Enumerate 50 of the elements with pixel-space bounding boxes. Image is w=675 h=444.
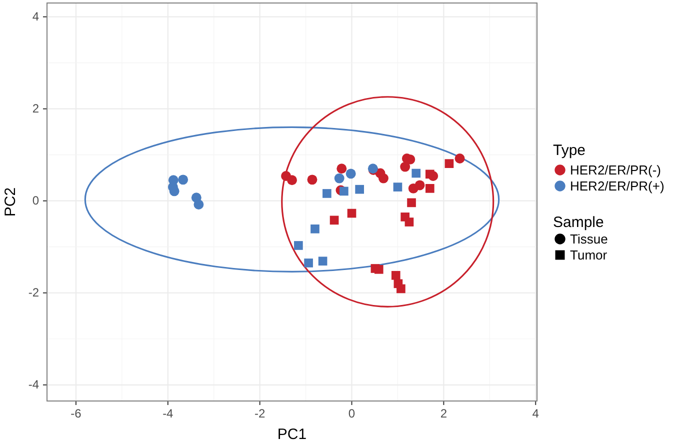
legend-label: HER2/ER/PR(-): [570, 162, 662, 178]
point: [400, 162, 410, 172]
x-tick-label: 0: [348, 406, 356, 421]
point: [412, 168, 421, 178]
point: [310, 224, 320, 234]
point: [425, 184, 434, 193]
point: [336, 164, 347, 174]
y-tick-label: -2: [28, 286, 40, 300]
point: [404, 218, 414, 226]
point: [414, 180, 425, 190]
point: [178, 174, 188, 185]
y-axis-title: PC2: [2, 187, 19, 217]
point: [307, 174, 318, 185]
legend-label: HER2/ER/PR(+): [570, 178, 664, 194]
x-tick-label: 4: [532, 406, 540, 421]
point: [340, 186, 348, 196]
y-tick-label: -4: [28, 378, 40, 392]
y-tick-label: 4: [32, 10, 40, 24]
point: [355, 184, 364, 194]
x-axis-title: PC1: [277, 426, 307, 443]
point: [378, 173, 388, 184]
point: [407, 198, 416, 208]
point: [334, 173, 344, 184]
point: [169, 186, 180, 196]
legend-title: Type: [553, 142, 586, 159]
point: [330, 216, 339, 225]
point: [322, 189, 332, 198]
point: [294, 241, 303, 250]
y-tick-label: 2: [32, 102, 40, 116]
point: [444, 159, 454, 168]
x-tick-label: -2: [254, 406, 266, 421]
point: [318, 256, 328, 266]
y-tick-label: 0: [32, 194, 40, 208]
x-tick-label: -4: [162, 406, 174, 421]
point: [347, 208, 356, 218]
point: [287, 175, 297, 186]
text: Tumor: [570, 248, 608, 262]
point: [393, 182, 402, 192]
text: Sample: [553, 214, 604, 231]
point: [194, 200, 204, 210]
x-tick-label: -6: [70, 406, 82, 421]
point: [425, 170, 434, 179]
point: [391, 270, 400, 280]
x-tick-label: 2: [440, 406, 448, 421]
point: [396, 284, 406, 294]
text: Tissue: [570, 232, 608, 246]
point: [374, 264, 384, 274]
point: [304, 258, 313, 268]
point: [454, 154, 465, 164]
point: [346, 168, 356, 179]
